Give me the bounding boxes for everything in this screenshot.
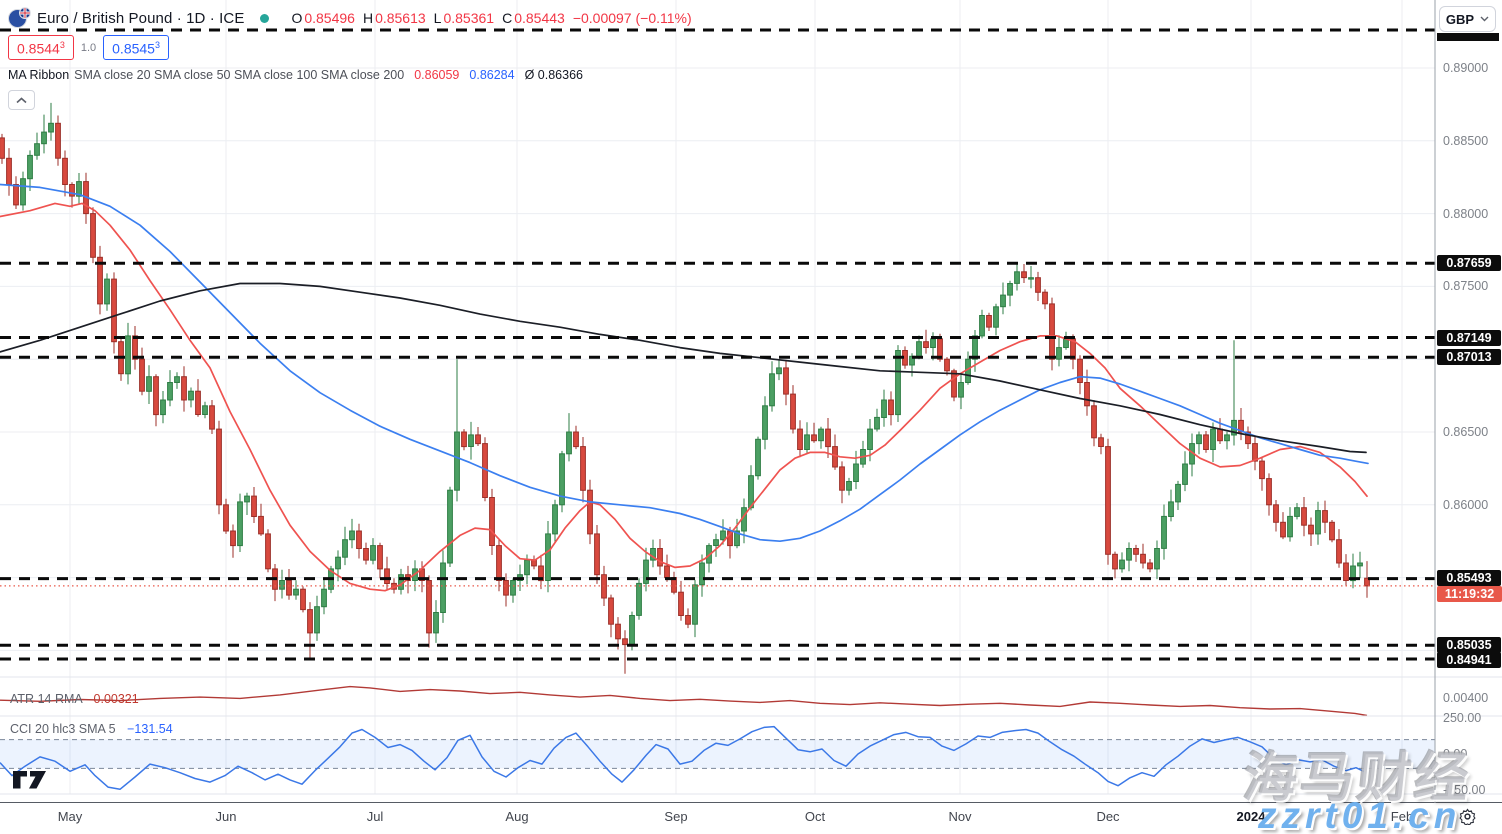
time-axis-label: Jul — [366, 809, 384, 824]
price-axis-label: 0.00400 — [1443, 691, 1489, 705]
level-price-label: 0.87149 — [1437, 330, 1501, 346]
price-axis-label: 0.88500 — [1443, 134, 1489, 148]
time-axis-label: 2024 — [1236, 809, 1266, 824]
price-axis-label: 0.89000 — [1443, 61, 1489, 75]
close-value: 0.85443 — [514, 10, 565, 26]
open-value: 0.85496 — [304, 10, 355, 26]
price-axis-label: 0.86500 — [1443, 425, 1489, 439]
open-key: O — [291, 10, 303, 26]
price-axis-label: -250.00 — [1443, 783, 1486, 797]
gear-icon[interactable] — [1459, 808, 1476, 825]
time-axis-label: Aug — [505, 809, 529, 824]
market-status-dot — [260, 13, 270, 23]
chevron-down-icon — [1480, 16, 1489, 22]
price-axis-label: 0.88000 — [1443, 207, 1489, 221]
currency-dropdown[interactable]: GBP — [1439, 6, 1496, 32]
sma20-value: 0.86059 — [414, 68, 460, 82]
tradingview-logo-icon[interactable] — [12, 770, 48, 790]
indicator-name: MA Ribbon — [8, 68, 70, 82]
bid-ask-row: 0.85443 1.0 0.85453 — [8, 34, 692, 61]
ask-button[interactable]: 0.85453 — [103, 34, 169, 61]
chevron-up-icon — [16, 96, 27, 103]
change-value: −0.00097 (−0.11%) — [572, 10, 692, 26]
ohlc-values: O 0.85496 H 0.85613 L 0.85361 C 0.85443 −0.0… — [283, 10, 691, 26]
indicator-params: SMA close 20 SMA close 50 SMA close 100 … — [74, 68, 405, 82]
atr-value: 0.00321 — [93, 692, 139, 706]
level-price-label: 0.85035 — [1437, 637, 1501, 653]
sma-average-value: Ø 0.86366 — [524, 68, 583, 82]
chart-legend: Euro / British Pound · 1D · ICE O 0.85496… — [8, 6, 692, 110]
level-price-label: 0.87013 — [1437, 349, 1501, 365]
eurgbp-pair-icon — [8, 7, 31, 29]
uk-flag-icon — [19, 7, 31, 19]
legend-collapse-button[interactable] — [8, 90, 35, 110]
sma50-value: 0.86284 — [469, 68, 515, 82]
bid-button[interactable]: 0.85443 — [8, 34, 74, 61]
bar-countdown-label: 11:19:32 — [1437, 586, 1502, 602]
time-axis-label: Dec — [1096, 809, 1120, 824]
time-axis-label: Nov — [948, 809, 972, 824]
level-price-label: 0.87659 — [1437, 255, 1501, 271]
high-value: 0.85613 — [375, 10, 426, 26]
price-axis-label: 0.86000 — [1443, 498, 1489, 512]
atr-legend[interactable]: ATR 14 RMA 0.00321 — [10, 692, 139, 706]
price-axis-label: 250.00 — [1443, 711, 1482, 725]
exchange-label: ICE — [219, 9, 245, 27]
clipped-price-label — [1437, 33, 1499, 41]
time-scale[interactable]: May Jun Jul Aug Sep Oct Nov Dec 2024 Feb — [0, 803, 1502, 834]
close-key: C — [502, 10, 513, 26]
price-axis-label: 0.00 — [1443, 747, 1468, 761]
cci-legend[interactable]: CCI 20 hlc3 SMA 5 −131.54 — [10, 722, 173, 736]
cci-value: −131.54 — [127, 722, 173, 736]
high-key: H — [362, 10, 374, 26]
low-key: L — [433, 10, 442, 26]
ma-ribbon-legend[interactable]: MA Ribbon SMA close 20 SMA close 50 SMA … — [8, 68, 692, 82]
symbol-title[interactable]: Euro / British Pound · 1D · ICE — [37, 9, 245, 27]
spread-value: 1.0 — [80, 41, 97, 54]
time-axis-label: Oct — [804, 809, 826, 824]
low-value: 0.85361 — [443, 10, 495, 26]
time-axis-label: Feb — [1390, 809, 1414, 824]
time-axis-label: May — [57, 809, 83, 824]
symbol-row[interactable]: Euro / British Pound · 1D · ICE O 0.85496… — [8, 6, 692, 30]
price-scale[interactable]: GBP 0.89000 0.88500 0.88000 0.87500 0.86500 0… — [1436, 0, 1502, 803]
interval-label: 1D — [186, 9, 206, 27]
candles-layer — [0, 102, 1370, 674]
level-price-label: 0.85493 — [1437, 570, 1501, 586]
time-axis-label: Sep — [664, 809, 688, 824]
time-axis-label: Jun — [215, 809, 237, 824]
level-price-label: 0.84941 — [1437, 652, 1501, 668]
price-axis-label: 0.87500 — [1443, 279, 1489, 293]
